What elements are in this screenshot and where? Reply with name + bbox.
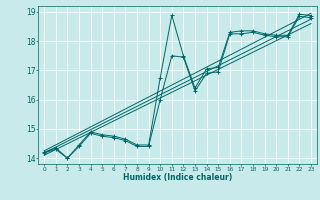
X-axis label: Humidex (Indice chaleur): Humidex (Indice chaleur) (123, 173, 232, 182)
